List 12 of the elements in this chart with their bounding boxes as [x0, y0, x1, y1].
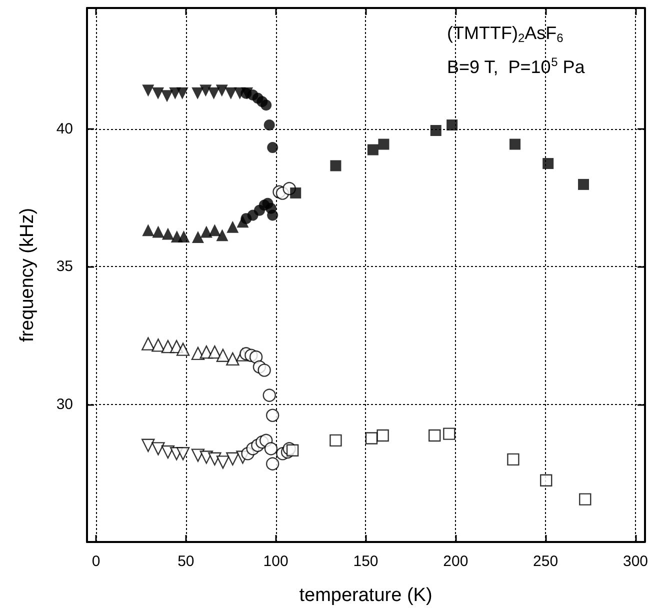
- x-axis-title: temperature (K): [299, 585, 432, 606]
- x-tick-label: 150: [353, 553, 378, 570]
- y-axis-title: frequency (kHz): [17, 208, 38, 342]
- x-tick-label: 100: [263, 553, 288, 570]
- x-tick-label: 200: [443, 553, 468, 570]
- x-tick-label: 0: [92, 553, 100, 570]
- x-tick-label: 250: [533, 553, 558, 570]
- x-tick-label: 300: [622, 553, 648, 570]
- y-tick-label: 35: [56, 258, 73, 276]
- y-tick-label: 30: [56, 396, 73, 413]
- y-tick-label: 40: [56, 120, 73, 138]
- x-tick-label: 50: [178, 553, 194, 570]
